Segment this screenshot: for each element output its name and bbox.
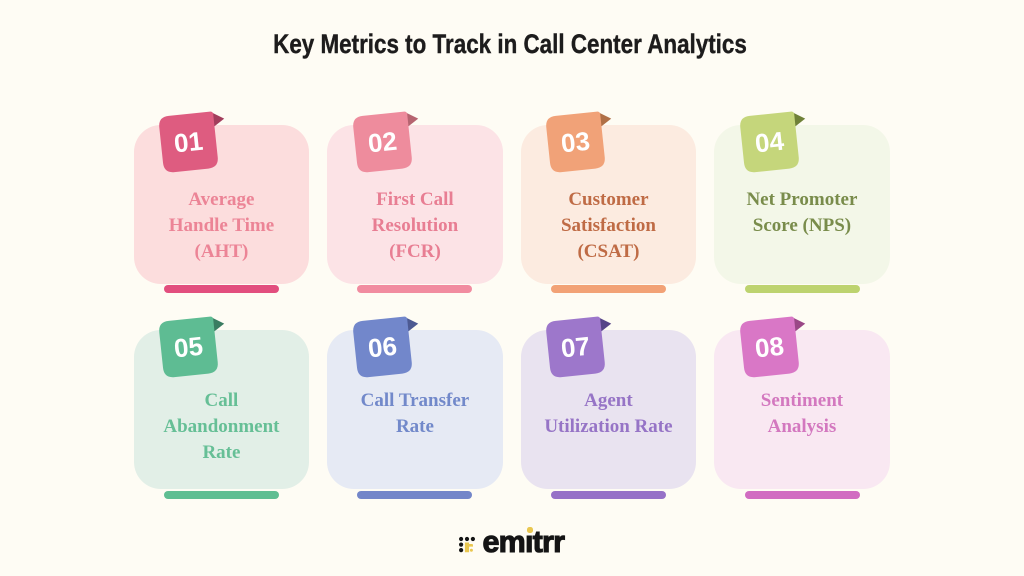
svg-text:01: 01 (173, 126, 205, 159)
svg-text:05: 05 (173, 331, 205, 364)
svg-text:07: 07 (560, 331, 592, 364)
svg-text:02: 02 (366, 126, 398, 159)
svg-text:04: 04 (753, 126, 785, 159)
svg-text:08: 08 (753, 331, 785, 364)
svg-text:03: 03 (560, 126, 592, 159)
svg-text:06: 06 (366, 331, 398, 364)
